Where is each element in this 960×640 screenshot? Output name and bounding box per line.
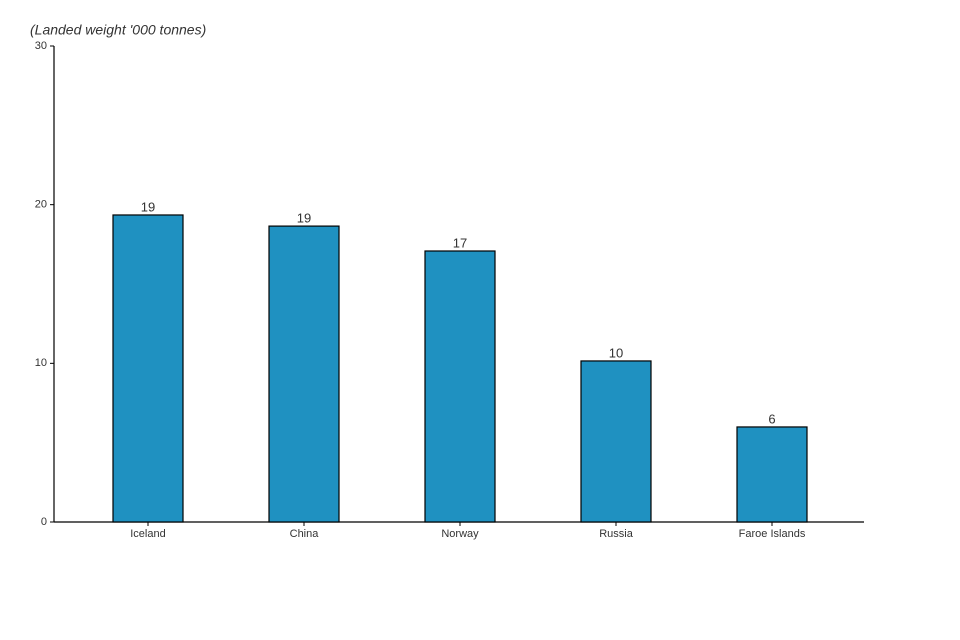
y-tick-label: 0	[41, 516, 47, 528]
bar	[736, 426, 808, 523]
y-tick-label: 30	[35, 40, 47, 52]
y-tick-label: 20	[35, 199, 47, 211]
x-tick-label: Faroe Islands	[739, 528, 806, 540]
y-axis-label: (Landed weight '000 tonnes)	[30, 22, 206, 38]
value-label: 10	[609, 345, 623, 360]
value-label: 6	[768, 411, 775, 426]
x-tick-label: Norway	[441, 528, 479, 540]
x-tick-label: Iceland	[130, 528, 165, 540]
x-tick-label: Russia	[599, 528, 634, 540]
bar	[112, 214, 184, 523]
bar	[580, 360, 652, 523]
y-tick-label: 10	[35, 357, 47, 369]
bar	[268, 225, 340, 523]
value-label: 17	[453, 235, 467, 250]
bar	[424, 250, 496, 523]
value-label: 19	[297, 211, 311, 226]
x-tick-label: China	[290, 528, 320, 540]
value-label: 19	[141, 199, 155, 214]
